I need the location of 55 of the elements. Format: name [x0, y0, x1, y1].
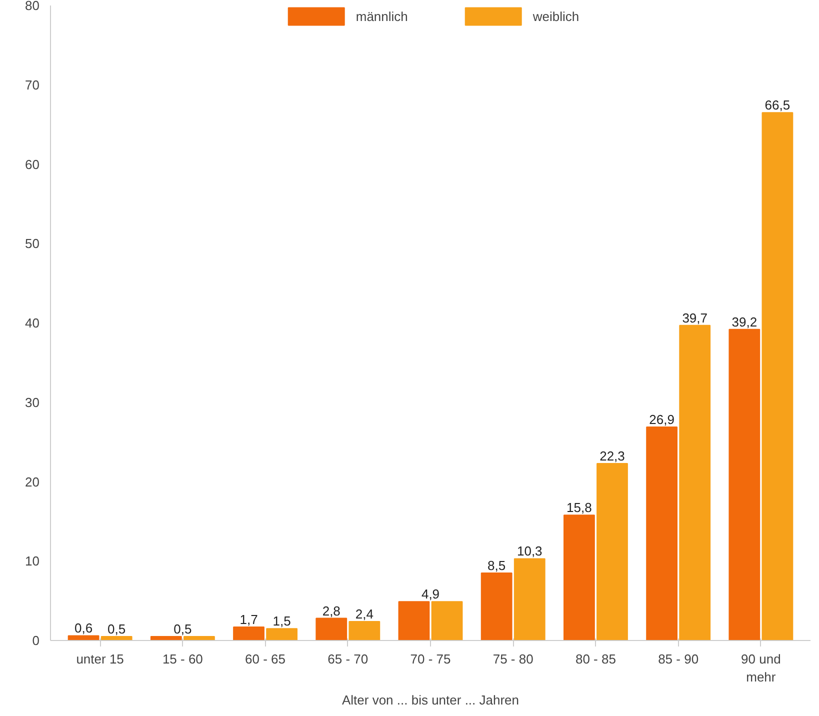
bar	[480, 572, 512, 640]
bar	[679, 324, 711, 640]
bar	[100, 636, 132, 640]
data-label: 2,8	[322, 603, 340, 618]
data-label: 1,7	[240, 612, 258, 628]
bar	[646, 426, 678, 640]
x-tick-label: 15 - 60	[162, 652, 203, 666]
annotation: 0,5	[174, 622, 192, 637]
bar	[266, 628, 298, 640]
x-tick-label: 70 - 75	[410, 652, 451, 666]
y-tick-label: 50	[25, 236, 40, 252]
bar	[563, 514, 595, 640]
x-tick-label: 90 und mehr	[741, 652, 781, 684]
y-tick-label: 40	[25, 316, 40, 330]
data-label: 15,8	[566, 500, 592, 516]
data-label: 1,5	[272, 614, 291, 629]
y-tick-label: 60	[25, 156, 40, 172]
bar	[150, 636, 182, 640]
y-tick-label: 10	[25, 554, 40, 569]
y-tick-label: 30	[25, 394, 40, 410]
y-tick-label: 80	[25, 0, 40, 13]
x-tick-label: 75 - 80	[492, 652, 534, 666]
data-label: 2,4	[355, 606, 374, 622]
x-tick-label: 60 - 65	[245, 652, 286, 666]
bar	[762, 112, 794, 640]
data-label: 10,3	[516, 544, 542, 559]
data-label: 0,6	[74, 620, 93, 636]
data-label: 0,5	[108, 622, 126, 637]
bar	[68, 635, 100, 640]
bar	[183, 636, 215, 640]
data-label: 8,5	[488, 558, 506, 574]
x-axis-title: Alter von ... bis unter ... Jahren	[342, 692, 520, 708]
data-label: 39,2	[732, 314, 758, 330]
data-label: 22,3	[600, 448, 625, 464]
data-label: 66,5	[764, 98, 790, 113]
data-label: 26,9	[649, 412, 674, 427]
x-tick-label: 85 - 90	[658, 652, 699, 666]
y-tick-label: 0	[32, 633, 40, 648]
bar	[596, 462, 628, 640]
bar	[728, 328, 760, 640]
x-tick-label: unter 15	[76, 652, 124, 666]
data-label: 39,7	[682, 310, 708, 326]
y-tick-label: 70	[25, 77, 40, 92]
y-tick-label: 20	[25, 474, 40, 490]
bar	[431, 601, 463, 640]
annotation: 4,9	[421, 586, 440, 602]
bar	[514, 558, 546, 640]
x-tick-label: 65 - 70	[328, 652, 368, 666]
bar	[348, 620, 380, 640]
legend-label: weiblich	[532, 8, 580, 24]
x-tick-label: 80 - 85	[575, 652, 616, 666]
bar	[398, 601, 430, 640]
bar	[233, 626, 264, 640]
bar	[316, 618, 348, 640]
legend-label: männlich	[356, 8, 408, 24]
